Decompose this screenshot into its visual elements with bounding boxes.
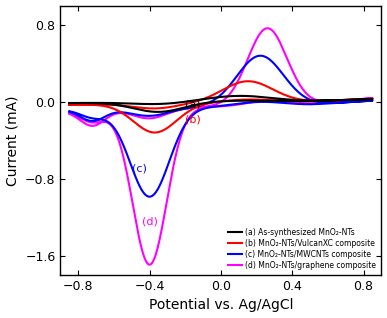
Text: (d): (d) [142, 217, 158, 227]
Text: (b): (b) [185, 115, 201, 125]
Legend: (a) As-synthesized MnO₂-NTs, (b) MnO₂-NTs/VulcanXC composite, (c) MnO₂-NTs/MWCNT: (a) As-synthesized MnO₂-NTs, (b) MnO₂-NT… [227, 226, 378, 271]
Text: (c): (c) [132, 163, 147, 173]
X-axis label: Potential vs. Ag/AgCl: Potential vs. Ag/AgCl [149, 299, 293, 313]
Text: (a): (a) [185, 100, 201, 110]
Y-axis label: Current (mA): Current (mA) [5, 95, 20, 185]
